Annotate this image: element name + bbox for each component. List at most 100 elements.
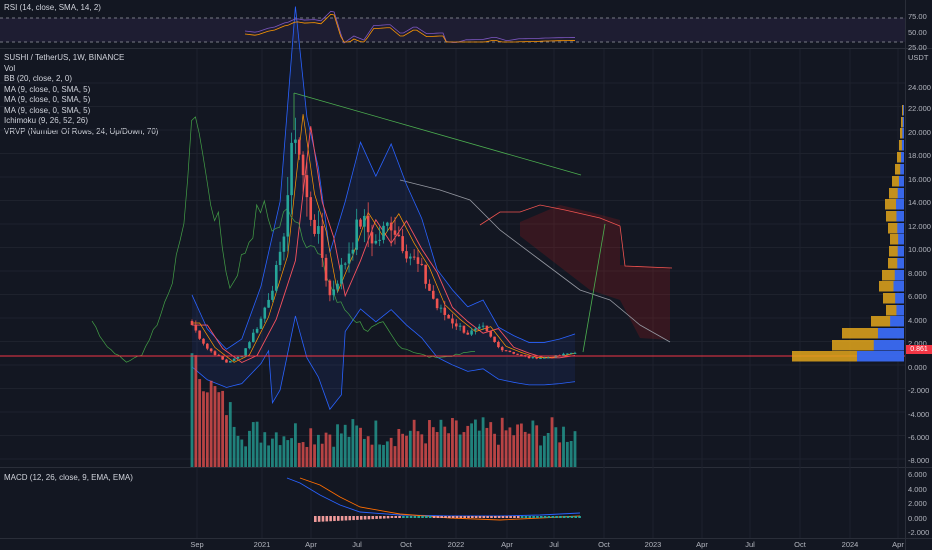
candle-body [439, 307, 443, 309]
candle-body [462, 325, 466, 333]
indicator-ichimoku[interactable]: Ichimoku (9, 26, 52, 26) [4, 116, 89, 125]
volume-profile-bar [842, 328, 904, 339]
volume-bar [519, 423, 523, 467]
candle-body [229, 360, 232, 363]
macd-histogram-bar [425, 516, 428, 518]
volume-bar [209, 380, 213, 467]
candle-body [493, 336, 496, 343]
volume-bar [274, 432, 278, 467]
pane-separator[interactable] [0, 48, 932, 49]
macd-legend[interactable]: MACD (12, 26, close, 9, EMA, EMA) [4, 473, 133, 482]
time-tick: Jul [352, 540, 362, 549]
volume-bar [328, 434, 332, 467]
indicator-bb[interactable]: BB (20, close, 2, 0) [4, 74, 73, 83]
candle-body [393, 230, 397, 235]
price-axis[interactable] [905, 0, 932, 550]
candle-body [236, 356, 240, 359]
price-unit: USDT [908, 53, 929, 62]
macd-histogram-bar [536, 516, 539, 518]
macd-tick: 4.000 [908, 485, 927, 494]
main-pane[interactable]: SUSHI / TetherUS, 1W, BINANCE Vol BB (20… [0, 49, 905, 467]
volume-bar [267, 445, 270, 467]
macd-histogram-bar [390, 516, 394, 518]
indicator-ma-1[interactable]: MA (9, close, 0, SMA, 5) [4, 84, 91, 94]
candle-body [474, 328, 477, 331]
macd-histogram-bar [421, 516, 424, 518]
macd-histogram-bar [463, 516, 466, 518]
macd-histogram-bar [356, 516, 359, 520]
volume-profile-bar [899, 140, 904, 151]
volume-bar [451, 417, 454, 467]
volume-bar [546, 432, 550, 467]
time-axis-separator [0, 538, 932, 539]
volume-bar [535, 425, 539, 467]
candle-body [336, 283, 339, 290]
pane-separator[interactable] [0, 467, 932, 468]
candle-body [416, 257, 420, 264]
macd-histogram-bar [539, 516, 543, 518]
macd-histogram-bar [543, 516, 547, 518]
price-tick: 4.000 [908, 316, 927, 325]
candle-body [497, 342, 500, 348]
price-tick: 0.000 [908, 363, 927, 372]
candle-body [512, 352, 516, 354]
macd-histogram-bar [317, 516, 321, 522]
ichimoku-span-a [399, 179, 671, 343]
indicator-vol[interactable]: Vol [4, 63, 16, 73]
symbol-title[interactable]: SUSHI / TetherUS, 1W, BINANCE [4, 53, 125, 62]
volume-bar [389, 437, 393, 467]
volume-profile-bar [897, 246, 904, 257]
macd-histogram-bar [321, 516, 325, 522]
price-tick: 18.000 [908, 151, 931, 160]
volume-bar [550, 417, 554, 467]
candle-body [443, 307, 447, 315]
macd-histogram-bar [516, 516, 520, 518]
volume-bar [240, 439, 244, 467]
volume-profile-bar [877, 328, 904, 339]
macd-pane[interactable]: MACD (12, 26, close, 9, EMA, EMA) [0, 468, 905, 538]
candle-body [562, 353, 565, 356]
candle-body [267, 299, 270, 308]
macd-histogram-bar [459, 516, 463, 518]
candle-body [332, 289, 336, 296]
indicator-ma-3[interactable]: MA (9, close, 0, SMA, 5) [4, 105, 91, 115]
volume-bar [382, 444, 385, 467]
last-price-label[interactable]: 0.861 [906, 345, 932, 354]
volume-profile-bar [902, 105, 904, 116]
volume-profile-bar [903, 105, 904, 116]
volume-bar [359, 427, 362, 467]
macd-histogram-bar [417, 516, 421, 518]
volume-bar [435, 432, 439, 467]
price-tick: 16.000 [908, 175, 931, 184]
indicator-vrvp[interactable]: VRVP (Number Of Rows, 24, Up/Down, 70) [4, 126, 159, 136]
volume-bar [405, 435, 408, 467]
volume-profile-bar [832, 340, 904, 351]
volume-bar [263, 432, 267, 467]
volume-bar [244, 446, 248, 467]
volume-profile-bar [902, 128, 904, 139]
volume-bar [416, 431, 420, 467]
volume-bar [190, 353, 194, 467]
rsi-pane[interactable]: RSI (14, close, SMA, 14, 2) [0, 0, 905, 48]
volume-profile-bar [897, 188, 904, 199]
indicator-ma-2[interactable]: MA (9, close, 0, SMA, 5) [4, 95, 91, 104]
macd-histogram-bar [405, 516, 409, 518]
macd-signal-line [299, 477, 581, 521]
candle-body [274, 265, 278, 291]
time-tick: Apr [892, 540, 904, 549]
price-tick: -8.000 [908, 456, 930, 465]
macd-histogram-bar [444, 516, 447, 518]
macd-line [286, 477, 581, 517]
rsi-legend[interactable]: RSI (14, close, SMA, 14, 2) [4, 3, 101, 12]
volume-bar [489, 422, 493, 467]
candle-body [301, 154, 305, 176]
macd-histogram-bar [348, 516, 352, 521]
macd-histogram-bar [394, 516, 398, 518]
macd-histogram-bar [440, 516, 443, 518]
volume-bar [332, 446, 336, 467]
candle-body [359, 219, 362, 227]
candle-body [389, 222, 393, 231]
volume-bar [286, 440, 290, 467]
price-tick: 12.000 [908, 222, 931, 231]
